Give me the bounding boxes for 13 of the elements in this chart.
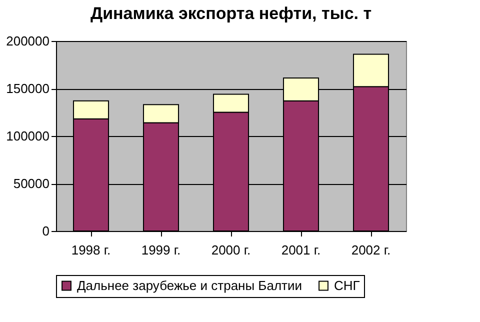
x-tick-label: 2000 г. — [211, 242, 251, 258]
x-tick-label: 2001 г. — [281, 242, 321, 258]
x-tick-label: 1999 г. — [141, 242, 181, 258]
y-tick-label: 100000 — [6, 128, 50, 144]
x-tick-label: 2002 г. — [351, 242, 391, 258]
y-tick-label: 0 — [42, 224, 50, 238]
x-tick-label: 1998 г. — [71, 242, 111, 258]
y-tick-label: 200000 — [6, 34, 50, 48]
chart-title: Динамика экспорта нефти, тыс. т — [90, 4, 372, 23]
y-tick-label: 150000 — [6, 81, 50, 96]
legend-label: Дальнее зарубежье и страны Балтии — [77, 278, 302, 293]
y-tick-label: 50000 — [13, 176, 50, 191]
legend-label: СНГ — [334, 278, 360, 293]
